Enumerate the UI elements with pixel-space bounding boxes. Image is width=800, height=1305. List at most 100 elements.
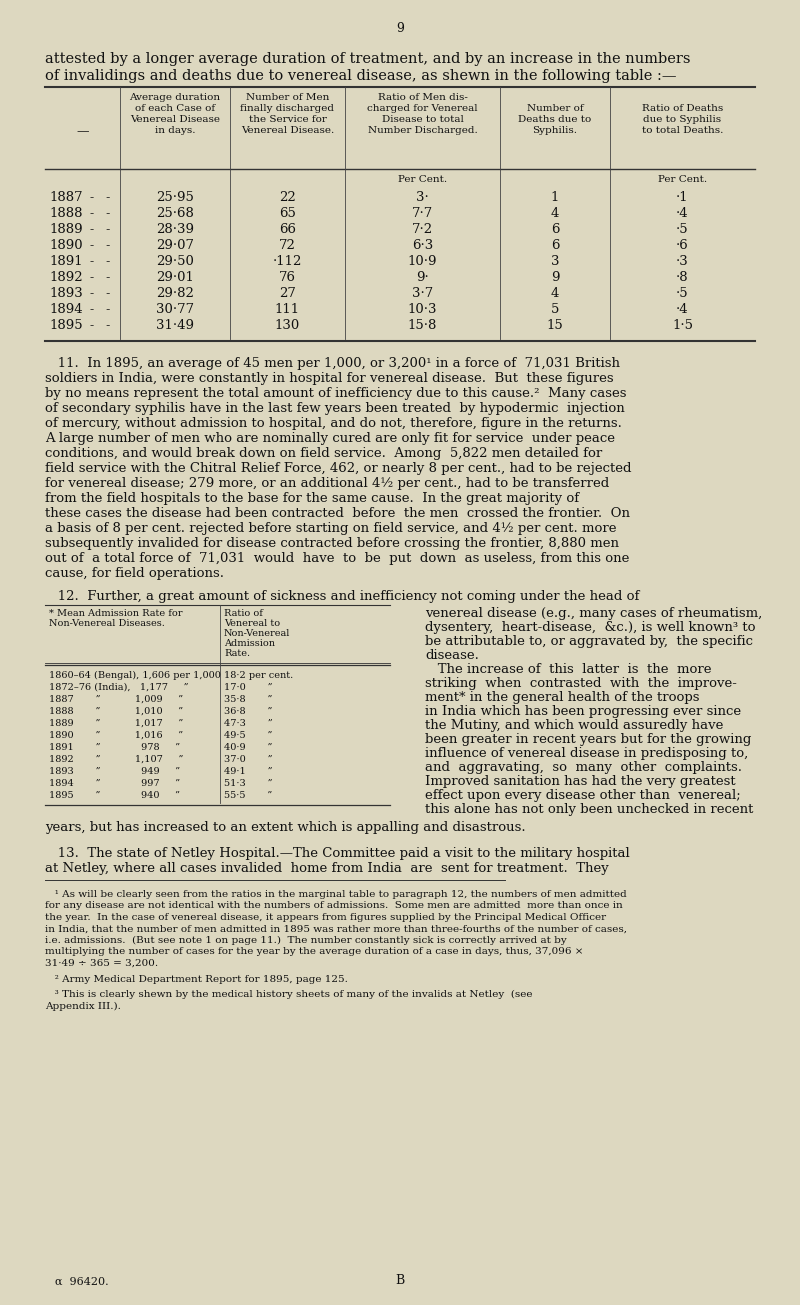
Text: influence of venereal disease in predisposing to,: influence of venereal disease in predisp… [425, 746, 748, 760]
Text: 1889: 1889 [49, 223, 82, 236]
Text: 1890       ”           1,016     ”: 1890 ” 1,016 ” [49, 731, 183, 740]
Text: 40·9       ”: 40·9 ” [224, 743, 272, 752]
Text: α  96420.: α 96420. [55, 1278, 109, 1287]
Text: conditions, and would break down on field service.  Among  5,822 men detailed fo: conditions, and would break down on fiel… [45, 448, 602, 459]
Text: -   -: - - [90, 271, 110, 284]
Text: 10·3: 10·3 [408, 303, 438, 316]
Text: Number Discharged.: Number Discharged. [368, 127, 478, 134]
Text: Ratio of: Ratio of [224, 609, 263, 619]
Text: in days.: in days. [154, 127, 195, 134]
Text: ·8: ·8 [676, 271, 689, 284]
Text: 1888       ”           1,010     ”: 1888 ” 1,010 ” [49, 707, 183, 716]
Text: 3: 3 [550, 254, 559, 268]
Text: 65: 65 [279, 207, 296, 221]
Text: and  aggravating,  so  many  other  complaints.: and aggravating, so many other complaint… [425, 761, 742, 774]
Text: 55·5       ”: 55·5 ” [224, 791, 272, 800]
Text: 5: 5 [551, 303, 559, 316]
Text: 130: 130 [275, 318, 300, 331]
Text: ·1: ·1 [676, 191, 689, 204]
Text: 17·0       ”: 17·0 ” [224, 683, 273, 692]
Text: 3·7: 3·7 [412, 287, 433, 300]
Text: -   -: - - [90, 207, 110, 221]
Text: for venereal disease; 279 more, or an additional 4½ per cent., had to be transfe: for venereal disease; 279 more, or an ad… [45, 478, 610, 489]
Text: Per Cent.: Per Cent. [398, 175, 447, 184]
Text: Rate.: Rate. [224, 649, 250, 658]
Text: 9: 9 [550, 271, 559, 284]
Text: 1887       ”           1,009     ”: 1887 ” 1,009 ” [49, 696, 183, 703]
Text: ·5: ·5 [676, 223, 689, 236]
Text: been greater in recent years but for the growing: been greater in recent years but for the… [425, 733, 751, 746]
Text: -   -: - - [90, 191, 110, 204]
Text: 47·3       ”: 47·3 ” [224, 719, 273, 728]
Text: Non-Venereal: Non-Venereal [224, 629, 290, 638]
Text: charged for Venereal: charged for Venereal [367, 104, 478, 114]
Text: 9: 9 [396, 22, 404, 35]
Text: subsequently invalided for disease contracted before crossing the frontier, 8,88: subsequently invalided for disease contr… [45, 536, 619, 549]
Text: dysentery,  heart-disease,  &c.), is well known³ to: dysentery, heart-disease, &c.), is well … [425, 621, 755, 634]
Text: ·4: ·4 [676, 207, 689, 221]
Text: effect upon every disease other than  venereal;: effect upon every disease other than ven… [425, 790, 741, 803]
Text: Deaths due to: Deaths due to [518, 115, 592, 124]
Text: Per Cent.: Per Cent. [658, 175, 707, 184]
Text: 29·50: 29·50 [156, 254, 194, 268]
Text: this alone has not only been unchecked in recent: this alone has not only been unchecked i… [425, 803, 754, 816]
Text: Number of Men: Number of Men [246, 93, 329, 102]
Text: a basis of 8 per cent. rejected before starting on field service, and 4½ per cen: a basis of 8 per cent. rejected before s… [45, 522, 617, 535]
Text: the Mutiny, and which would assuredly have: the Mutiny, and which would assuredly ha… [425, 719, 723, 732]
Text: out of  a total force of  71,031  would  have  to  be  put  down  as useless, fr: out of a total force of 71,031 would hav… [45, 552, 630, 565]
Text: 15·8: 15·8 [408, 318, 437, 331]
Text: 28·39: 28·39 [156, 223, 194, 236]
Text: finally discharged: finally discharged [241, 104, 334, 114]
Text: 7·2: 7·2 [412, 223, 433, 236]
Text: field service with the Chitral Relief Force, 462, or nearly 8 per cent., had to : field service with the Chitral Relief Fo… [45, 462, 631, 475]
Text: the year.  In the case of venereal disease, it appears from figures supplied by : the year. In the case of venereal diseas… [45, 913, 606, 923]
Text: 15: 15 [546, 318, 563, 331]
Text: 1860–64 (Bengal), 1,606 per 1,000: 1860–64 (Bengal), 1,606 per 1,000 [49, 671, 221, 680]
Text: 1893       ”             949     ”: 1893 ” 949 ” [49, 767, 180, 776]
Text: ² Army Medical Department Report for 1895, page 125.: ² Army Medical Department Report for 189… [45, 976, 348, 984]
Text: in India, that the number of men admitted in 1895 was rather more than three-fou: in India, that the number of men admitte… [45, 924, 627, 933]
Text: 111: 111 [275, 303, 300, 316]
Text: 13.  The state of Netley Hospital.—The Committee paid a visit to the military ho: 13. The state of Netley Hospital.—The Co… [45, 847, 630, 860]
Text: multiplying the number of cases for the year by the average duration of a case i: multiplying the number of cases for the … [45, 947, 583, 957]
Text: Number of: Number of [526, 104, 583, 114]
Text: * Mean Admission Rate for: * Mean Admission Rate for [49, 609, 182, 619]
Text: years, but has increased to an extent which is appalling and disastrous.: years, but has increased to an extent wh… [45, 821, 526, 834]
Text: 18·2 per cent.: 18·2 per cent. [224, 671, 294, 680]
Text: i.e. admissions.  (But see note 1 on page 11.)  The number constantly sick is co: i.e. admissions. (But see note 1 on page… [45, 936, 566, 945]
Text: 22: 22 [279, 191, 296, 204]
Text: for any disease are not identical with the numbers of admissions.  Some men are : for any disease are not identical with t… [45, 902, 622, 911]
Text: ·6: ·6 [676, 239, 689, 252]
Text: 1892       ”           1,107     ”: 1892 ” 1,107 ” [49, 756, 183, 763]
Text: 1894       ”             997     ”: 1894 ” 997 ” [49, 779, 180, 788]
Text: from the field hospitals to the base for the same cause.  In the great majority : from the field hospitals to the base for… [45, 492, 579, 505]
Text: 1891: 1891 [49, 254, 82, 268]
Text: 30·77: 30·77 [156, 303, 194, 316]
Text: 1895: 1895 [49, 318, 82, 331]
Text: -   -: - - [90, 254, 110, 268]
Text: 4: 4 [551, 207, 559, 221]
Text: attested by a longer average duration of treatment, and by an increase in the nu: attested by a longer average duration of… [45, 52, 690, 67]
Text: 49·1       ”: 49·1 ” [224, 767, 273, 776]
Text: 1893: 1893 [49, 287, 82, 300]
Text: 6: 6 [550, 239, 559, 252]
Text: -   -: - - [90, 287, 110, 300]
Text: 1872–76 (India),   1,177     ”: 1872–76 (India), 1,177 ” [49, 683, 189, 692]
Text: A large number of men who are nominally cured are only fit for service  under pe: A large number of men who are nominally … [45, 432, 615, 445]
Text: Syphilis.: Syphilis. [533, 127, 578, 134]
Text: -   -: - - [90, 239, 110, 252]
Text: of invalidings and deaths due to venereal disease, as shewn in the following tab: of invalidings and deaths due to venerea… [45, 69, 677, 84]
Text: Venereal Disease: Venereal Disease [130, 115, 220, 124]
Text: 11.  In 1895, an average of 45 men per 1,000, or 3,200¹ in a force of  71,031 Br: 11. In 1895, an average of 45 men per 1,… [45, 358, 620, 371]
Text: 10·9: 10·9 [408, 254, 438, 268]
Text: 1895       ”             940     ”: 1895 ” 940 ” [49, 791, 180, 800]
Text: Disease to total: Disease to total [382, 115, 463, 124]
Text: -   -: - - [90, 303, 110, 316]
Text: Admission: Admission [224, 639, 275, 649]
Text: by no means represent the total amount of inefficiency due to this cause.²  Many: by no means represent the total amount o… [45, 388, 626, 401]
Text: 25·95: 25·95 [156, 191, 194, 204]
Text: the Service for: the Service for [249, 115, 326, 124]
Text: 1887: 1887 [49, 191, 82, 204]
Text: soldiers in India, were constantly in hospital for venereal disease.  But  these: soldiers in India, were constantly in ho… [45, 372, 614, 385]
Text: striking  when  contrasted  with  the  improve-: striking when contrasted with the improv… [425, 677, 737, 690]
